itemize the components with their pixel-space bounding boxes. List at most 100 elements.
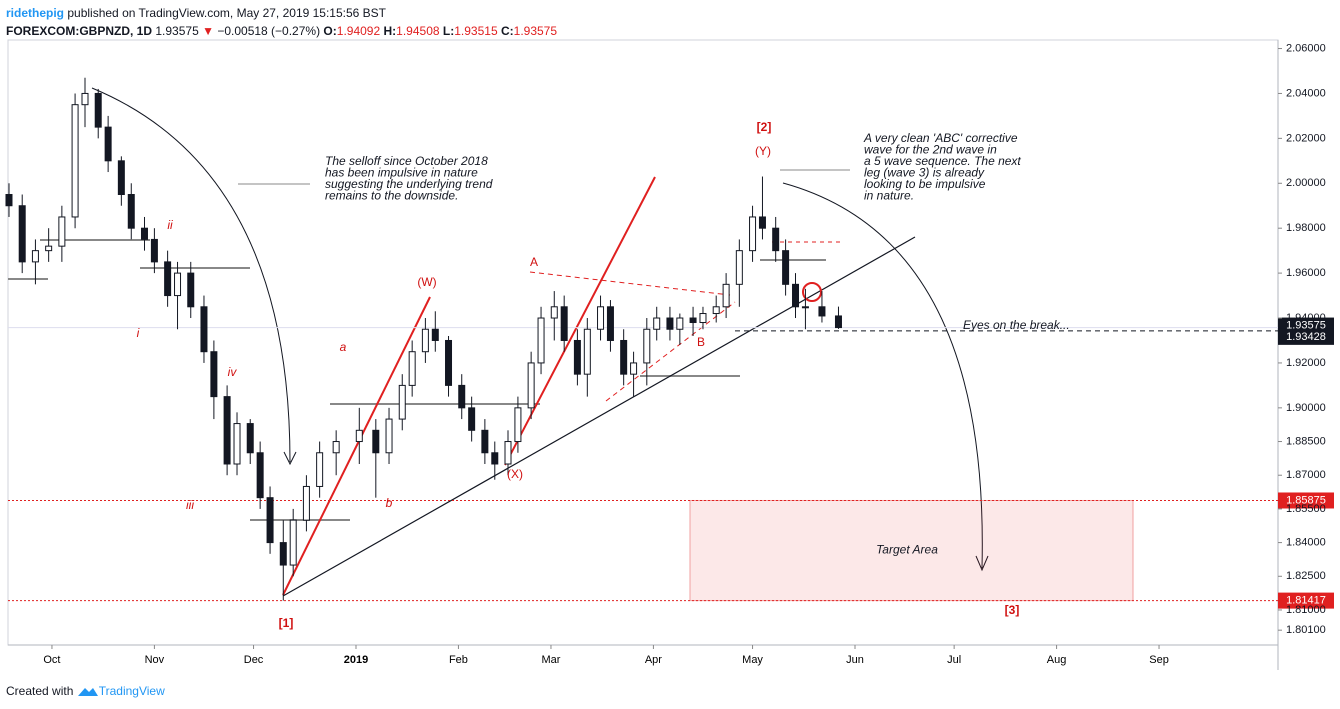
arrow: ▼: [202, 24, 214, 38]
candle-body: [246, 423, 254, 454]
candle-body: [187, 272, 195, 308]
drawings: [8, 87, 1134, 602]
wave-label: (X): [507, 467, 523, 481]
candle-body: [5, 194, 13, 207]
wave-label: (Y): [755, 144, 771, 158]
wave-label: a: [340, 340, 347, 354]
o: 1.94092: [336, 24, 381, 38]
y-tick-label: 1.82500: [1286, 570, 1326, 582]
y-tick-label: 1.88500: [1286, 435, 1326, 447]
candle-body: [445, 339, 453, 386]
y-tick-label: 1.84000: [1286, 537, 1326, 549]
candle-body: [279, 542, 287, 566]
y-tick-label: 2.00000: [1286, 177, 1326, 189]
wave-label: (W): [417, 275, 436, 289]
arrow-head: [975, 555, 989, 572]
candle-body: [289, 519, 297, 566]
y-tick-label: 1.92000: [1286, 357, 1326, 369]
candle-body: [597, 306, 605, 330]
candle-body: [818, 306, 826, 317]
candle-body: [735, 250, 743, 285]
level-tag: [1278, 592, 1334, 609]
arrow-curve: [782, 182, 983, 569]
candle-body: [653, 317, 661, 330]
candle-body: [233, 423, 241, 465]
candle-body: [481, 429, 489, 454]
x-tick-label: 2019: [344, 654, 368, 666]
trend-line: [282, 236, 916, 597]
candle-body: [372, 429, 380, 454]
note-line: remains to the downside.: [325, 189, 458, 203]
level-tag: [1278, 492, 1334, 509]
red-trend: [282, 296, 431, 596]
y-tick-label: 1.85500: [1286, 503, 1326, 515]
brand[interactable]: TradingView: [98, 684, 165, 698]
level-label: 1.85875: [1286, 494, 1326, 506]
candle-body: [18, 205, 26, 263]
candle-body: [537, 317, 545, 364]
author[interactable]: ridethepig: [6, 6, 65, 20]
candle-body: [504, 441, 512, 465]
o-label: O:: [323, 24, 337, 38]
price-tag-label: 1.93428: [1286, 331, 1326, 343]
candle-body: [573, 339, 581, 375]
candle-body: [94, 92, 102, 128]
c-label: C:: [500, 24, 514, 38]
candle-body: [606, 306, 614, 341]
c: 1.93575: [513, 24, 558, 38]
candle-body: [560, 306, 568, 341]
wave-label: [2]: [757, 120, 772, 134]
note-line: suggesting the underlying trend: [325, 177, 493, 191]
wave-label: b: [386, 496, 393, 510]
candle-body: [71, 104, 79, 218]
logo: [77, 688, 98, 696]
candle-body: [31, 250, 39, 263]
note-line: wave for the 2nd wave in: [864, 143, 997, 157]
candle-body: [104, 126, 112, 162]
candle-body: [81, 92, 89, 106]
candle-body: [223, 396, 231, 465]
candle-body: [431, 328, 439, 341]
publish-line: ridethepig published on TradingView.com,…: [6, 4, 557, 22]
header: ridethepig published on TradingView.com,…: [6, 4, 557, 40]
x-tick-label: Feb: [449, 654, 468, 666]
y-tick-label: 1.81000: [1286, 604, 1326, 616]
red-trend: [504, 176, 656, 466]
candle-body: [583, 328, 591, 375]
x-tick-label: Jun: [846, 654, 864, 666]
x-tick-label: Dec: [244, 654, 264, 666]
y-tick-label: 1.98000: [1286, 222, 1326, 234]
candle-body: [527, 362, 535, 409]
wave-label: [3]: [1005, 603, 1020, 617]
note-eyes: Eyes on the break...: [963, 318, 1070, 332]
h-label: H:: [383, 24, 397, 38]
y-tick-label: 1.90000: [1286, 402, 1326, 414]
target-label: Target Area: [876, 543, 938, 557]
candle-body: [210, 351, 218, 398]
candle-body: [491, 452, 499, 465]
candle-body: [550, 306, 558, 319]
candle-body: [722, 283, 730, 308]
candle-body: [140, 227, 148, 240]
candle-body: [468, 407, 476, 431]
x-tick-label: Oct: [43, 654, 60, 666]
red-dashed: [529, 271, 731, 296]
price: 1.93575: [155, 24, 199, 38]
candle-body: [150, 238, 158, 263]
highlight-circle: [802, 282, 822, 302]
note-line: looking to be impulsive: [864, 177, 986, 191]
wave-label: B: [697, 335, 705, 349]
candle-body: [117, 160, 125, 196]
candle-body: [749, 216, 757, 252]
candle-body: [758, 216, 766, 229]
candle-body: [792, 283, 800, 308]
candle-body: [355, 429, 363, 443]
candle-body: [200, 306, 208, 353]
candle-body: [302, 485, 310, 521]
price-tag-label: 1.93575: [1286, 319, 1326, 331]
candle-body: [458, 384, 466, 409]
y-tick-label: 2.06000: [1286, 42, 1326, 54]
candle-body: [58, 216, 66, 247]
